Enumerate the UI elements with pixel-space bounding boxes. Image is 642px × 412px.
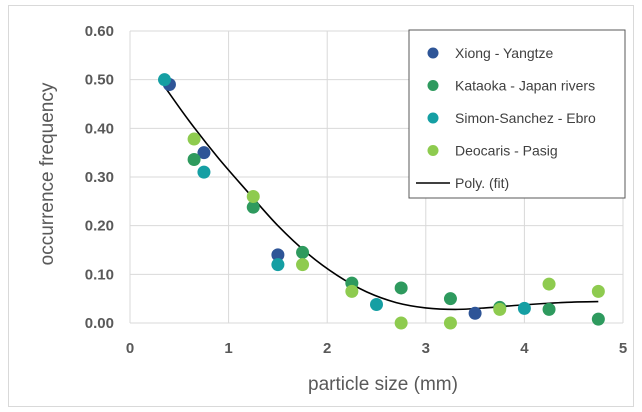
y-tick-label: 0.40 — [85, 120, 114, 137]
x-tick-label: 5 — [619, 340, 627, 357]
legend-label: Xiong - Yangtze — [455, 45, 554, 61]
legend-label: Deocaris - Pasig — [455, 143, 558, 159]
data-point-series-2 — [394, 281, 408, 295]
legend-marker — [427, 80, 439, 91]
x-tick-label: 4 — [520, 340, 529, 357]
scatter-plot: 0.00 0.10 0.20 0.30 0.40 0.50 0.60 0 1 2 3 4 5 parti… — [37, 23, 627, 395]
data-point-series-3 — [271, 258, 285, 272]
data-point-series-4 — [345, 284, 359, 298]
legend-label: Simon-Sanchez - Ebro — [455, 110, 596, 126]
y-tick-label: 0.10 — [85, 266, 114, 283]
data-point-series-1 — [271, 248, 285, 262]
x-tick-label: 2 — [323, 340, 331, 357]
data-point-series-4 — [443, 316, 457, 330]
data-point-series-2 — [591, 312, 605, 326]
y-tick-label: 0.00 — [85, 315, 114, 332]
y-tick-label: 0.30 — [85, 169, 114, 186]
data-point-series-3 — [197, 165, 211, 179]
data-point-series-3 — [517, 301, 531, 315]
data-point-series-4 — [187, 132, 201, 146]
data-point-series-2 — [246, 200, 260, 214]
x-tick-label: 1 — [224, 340, 232, 357]
legend-marker — [427, 47, 439, 59]
data-point-series-4 — [296, 258, 310, 272]
data-point-series-4 — [493, 302, 507, 316]
data-point-series-4 — [394, 316, 408, 330]
data-point-series-2 — [542, 302, 556, 316]
legend-marker — [427, 145, 439, 156]
data-point-series-3 — [158, 73, 172, 87]
legend-box — [408, 29, 626, 199]
y-tick-label: 0.20 — [85, 218, 114, 235]
x-tick-label: 0 — [126, 340, 134, 357]
y-tick-label: 0.60 — [85, 23, 114, 40]
data-point-series-4 — [542, 277, 556, 291]
data-points — [158, 73, 605, 330]
data-point-series-2 — [187, 152, 201, 166]
legend-label: Kataoka - Japan rivers — [455, 78, 595, 94]
x-tick-label: 3 — [422, 340, 430, 357]
data-point-series-1 — [197, 146, 211, 160]
data-point-series-1 — [468, 306, 482, 320]
x-axis-title: particle size (mm) — [308, 374, 458, 395]
data-point-series-3 — [370, 298, 383, 312]
legend-label: Poly. (fit) — [455, 175, 509, 191]
chart-frame: 0.00 0.10 0.20 0.30 0.40 0.50 0.60 0 1 2 3 4 5 parti… — [8, 5, 634, 407]
data-point-series-2 — [443, 292, 457, 306]
legend-marker — [427, 112, 439, 124]
data-point-series-4 — [591, 284, 605, 298]
data-point-series-2 — [296, 245, 310, 259]
data-point-series-4 — [246, 189, 260, 203]
tick-labels: 0.00 0.10 0.20 0.30 0.40 0.50 0.60 0 1 2 3 4 5 — [85, 23, 627, 357]
y-tick-label: 0.50 — [85, 72, 114, 89]
legend: Xiong - Yangtze Kataoka - Japan rivers Sim… — [408, 29, 626, 199]
y-axis-title: occurrence frequency — [37, 82, 58, 265]
